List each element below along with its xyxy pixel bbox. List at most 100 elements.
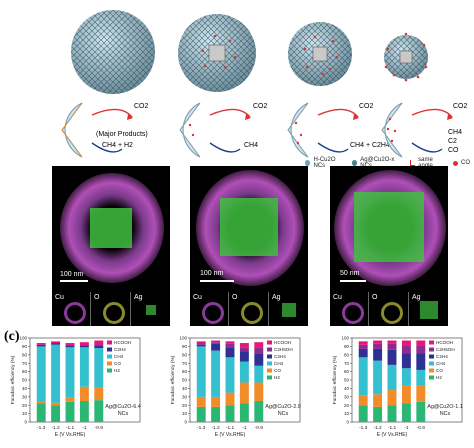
- y-axis-label: Faradaic efficiency (%): [170, 355, 176, 404]
- eds-thumb-ag: Ag: [269, 292, 308, 326]
- y-axis-label: Faradaic efficiency (%): [10, 355, 16, 404]
- y-tick-label: 30: [344, 394, 350, 399]
- legend-label: H2: [274, 375, 280, 380]
- eds-map-2: 100 nm Cu O Ag: [190, 166, 308, 326]
- eds-map-1: 100 nm Cu O Ag: [52, 166, 170, 326]
- legend-label: C2H5OH: [436, 347, 455, 352]
- bar-segment-co: [358, 395, 368, 406]
- bar-segment-c2h4: [36, 344, 46, 347]
- y-tick-label: 10: [22, 411, 28, 416]
- legend-swatch: [429, 347, 434, 352]
- bar-segment-h2: [94, 400, 104, 422]
- bar-segment-hcooh: [254, 342, 264, 348]
- legend-swatch: [267, 340, 272, 345]
- bar-segment-hcooh: [239, 343, 249, 348]
- eds-thumb-o: O: [369, 292, 409, 326]
- bar-segment-co: [36, 401, 46, 404]
- bar-segment-ch4: [79, 347, 89, 387]
- y-tick-label: 10: [182, 411, 188, 416]
- y-tick-label: 80: [182, 352, 188, 357]
- bar-segment-ch4: [254, 365, 264, 383]
- bar-segment-c2h5oh: [373, 343, 383, 349]
- bar-segment-hcooh: [416, 340, 426, 346]
- scale-bar-label: 100 nm: [60, 271, 84, 278]
- eds-thumb-ag: Ag: [131, 292, 170, 326]
- legend-label: CO: [274, 368, 281, 373]
- y-tick-label: 40: [344, 386, 350, 391]
- x-axis-label: E (V Vs.RHE): [377, 432, 408, 438]
- scheme-4-product-3: CO: [448, 147, 459, 154]
- bar-segment-hcooh: [94, 340, 104, 346]
- eds-thumb-cu: Cu: [52, 292, 91, 326]
- scheme-3-co2: CO2: [359, 103, 374, 110]
- bar-segment-c2h4: [79, 345, 89, 348]
- nanocage-sphere-1: [71, 10, 155, 94]
- bar-segment-h2: [416, 401, 426, 422]
- legend-label: H2: [114, 368, 120, 373]
- bar-segment-co: [196, 396, 206, 407]
- scheme-4-co2: CO2: [453, 103, 468, 110]
- y-tick-label: 60: [344, 369, 350, 374]
- bar-segment-h2: [36, 403, 46, 422]
- legend-label: CO: [114, 361, 121, 366]
- faradaic-efficiency-chart-2: 0 10 20 30 40 50 60 70 80 90 100 Faradaic efficienc…: [170, 336, 301, 438]
- ag-cu2o-icon: [351, 160, 358, 166]
- legend-swatch: [267, 361, 272, 366]
- bar-segment-c2h4: [196, 344, 206, 347]
- bar-segment-c2h4: [239, 351, 249, 362]
- bar-segment-c2h4: [254, 353, 264, 366]
- bar-segment-c2h5oh: [225, 343, 235, 348]
- bar-segment-hcooh: [196, 341, 206, 344]
- legend-label: HCOOH: [274, 340, 291, 345]
- bar-segment-co: [239, 382, 249, 404]
- x-tick-label: -0.9: [95, 425, 104, 431]
- bar-segment-ch4: [51, 344, 61, 403]
- bar-segment-ch4: [416, 369, 426, 386]
- y-tick-label: 50: [22, 378, 28, 383]
- legend-swatch: [107, 354, 112, 359]
- bar-segment-hcooh: [358, 341, 368, 345]
- legend-label: C2H4: [274, 354, 286, 359]
- legend-swatch: [107, 361, 112, 366]
- bar-segment-h2: [387, 405, 397, 422]
- bar-segment-co: [225, 392, 235, 406]
- bar-segment-ch4: [36, 346, 46, 401]
- nanocage-sphere-2: [178, 14, 256, 92]
- bar-segment-h2: [211, 406, 221, 422]
- scheme-4-product-1: CH4: [448, 129, 463, 136]
- legend-swatch: [267, 375, 272, 380]
- bar-segment-co: [387, 390, 397, 406]
- x-tick-label: -1: [82, 425, 87, 431]
- bar-segment-co: [94, 387, 104, 401]
- legend-swatch: [267, 368, 272, 373]
- bar-segment-c2h4: [358, 348, 368, 358]
- bar-segment-hcooh: [36, 343, 46, 345]
- bar-segment-co: [254, 382, 264, 401]
- scheme-2-co2: CO2: [253, 103, 268, 110]
- y-tick-label: 80: [22, 352, 28, 357]
- bar-segment-h2: [225, 405, 235, 422]
- co-molecule-icon: [452, 160, 459, 166]
- nanocage-sphere-4: [384, 32, 428, 82]
- scheme-wedge-4: [381, 102, 453, 158]
- bar-segment-hcooh: [79, 342, 89, 346]
- x-tick-label: -1.3: [359, 425, 368, 431]
- scheme-wedge-2: [179, 102, 251, 158]
- x-tick-label: -1: [242, 425, 247, 431]
- bar-segment-c2h5oh: [254, 347, 264, 354]
- legend-swatch: [429, 361, 434, 366]
- scheme-1-co2: CO2: [134, 103, 149, 110]
- y-tick-label: 20: [344, 403, 350, 408]
- bar-segment-h2: [254, 401, 264, 422]
- eds-map-3: 50 nm Cu O Ag: [330, 166, 448, 326]
- bar-segment-c2h4: [373, 348, 383, 361]
- faradaic-efficiency-chart-3: 0 10 20 30 40 50 60 70 80 90 100 Faradaic efficienc…: [332, 336, 463, 438]
- y-tick-label: 40: [182, 386, 188, 391]
- bar-segment-hcooh: [373, 340, 383, 344]
- bar-segment-co: [401, 385, 411, 404]
- eds-thumb-ag: Ag: [409, 292, 448, 326]
- y-tick-label: 90: [22, 344, 28, 349]
- legend-label: CO: [461, 160, 471, 166]
- scale-bar: [200, 280, 234, 282]
- y-tick-label: 60: [182, 369, 188, 374]
